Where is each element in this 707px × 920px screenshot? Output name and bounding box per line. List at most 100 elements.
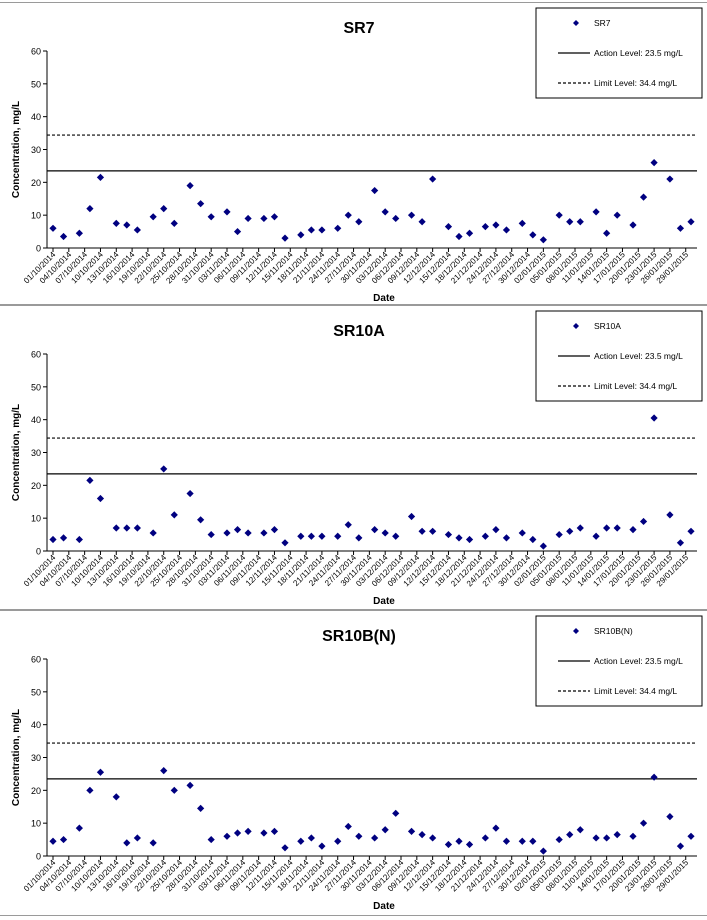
data-point <box>318 532 326 540</box>
data-point <box>86 786 94 794</box>
legend-label-action-level: Action Level: 23.5 mg/L <box>594 351 683 361</box>
data-point <box>75 535 83 544</box>
data-point <box>418 831 426 839</box>
data-point <box>502 534 511 542</box>
data-point <box>687 527 695 535</box>
data-point <box>96 173 105 182</box>
data-point <box>676 224 685 232</box>
data-point <box>481 834 489 842</box>
data-point <box>260 529 268 537</box>
data-point <box>207 835 215 844</box>
data-point <box>307 834 315 842</box>
legend-label-sr10a: SR10A <box>594 321 621 331</box>
data-point <box>444 530 453 539</box>
data-point <box>502 226 511 234</box>
data-point <box>666 511 674 519</box>
data-point <box>392 809 400 817</box>
data-point <box>355 832 363 840</box>
data-point <box>555 835 563 844</box>
data-point <box>281 234 289 242</box>
data-point <box>96 494 105 503</box>
legend-label-action-level: Action Level: 23.5 mg/L <box>594 656 683 666</box>
data-point <box>481 223 489 231</box>
data-point <box>539 847 547 855</box>
chart-panel-sr10a: SR10A 0 10 20 30 40 50 60 Concentration, mg/L 01/… <box>0 305 707 610</box>
data-point <box>318 226 326 234</box>
data-point <box>418 218 426 226</box>
data-point <box>318 842 326 850</box>
data-point <box>492 221 500 229</box>
data-point <box>465 840 474 849</box>
data-point <box>666 813 674 821</box>
data-point <box>133 524 141 532</box>
data-point <box>444 840 453 849</box>
data-point <box>371 526 379 534</box>
legend-label-sr7: SR7 <box>594 18 611 28</box>
data-point <box>334 837 342 845</box>
data-point <box>281 539 289 547</box>
data-point <box>629 221 637 229</box>
data-point <box>307 226 315 234</box>
data-point <box>576 218 584 226</box>
data-point <box>197 804 205 812</box>
chart-title: SR7 <box>343 20 374 37</box>
data-point <box>429 527 437 535</box>
data-point <box>270 213 279 221</box>
data-point <box>371 186 379 195</box>
data-point <box>334 224 342 232</box>
data-point <box>444 223 453 231</box>
data-point <box>529 837 537 845</box>
data-point <box>639 517 648 526</box>
data-point <box>566 831 574 839</box>
data-point <box>170 219 178 227</box>
y-tick-label: 50 <box>31 79 41 89</box>
data-point <box>639 193 648 201</box>
y-tick-label: 50 <box>31 687 41 697</box>
data-point <box>629 832 637 840</box>
y-tick-label: 0 <box>36 852 41 862</box>
data-point <box>233 227 242 236</box>
legend-marker <box>573 628 579 634</box>
data-point <box>539 236 547 244</box>
data-point <box>49 837 57 845</box>
data-point <box>170 786 178 794</box>
data-point <box>650 159 658 167</box>
data-point <box>281 844 289 852</box>
data-point <box>170 511 178 519</box>
y-tick-label: 40 <box>31 415 41 425</box>
y-tick-label: 0 <box>36 547 41 557</box>
data-point <box>307 532 315 540</box>
data-point <box>592 532 600 540</box>
data-point <box>260 829 268 837</box>
data-point <box>566 218 574 226</box>
data-point <box>123 221 131 229</box>
data-point <box>207 213 215 221</box>
data-point <box>613 524 621 532</box>
legend-marker <box>573 20 579 26</box>
data-point <box>676 539 685 547</box>
data-point <box>355 218 363 226</box>
legend-label-limit-level: Limit Level: 34.4 mg/L <box>594 381 677 391</box>
data-point <box>160 205 168 213</box>
data-point <box>650 414 658 422</box>
y-tick-label: 30 <box>31 448 41 458</box>
data-point <box>592 208 600 216</box>
data-point <box>149 213 157 221</box>
data-point <box>75 824 83 832</box>
data-point <box>244 827 252 835</box>
data-point <box>603 834 611 842</box>
data-point <box>592 834 600 842</box>
y-tick-label: 20 <box>31 481 41 491</box>
data-point <box>666 175 674 183</box>
data-point <box>49 535 57 544</box>
data-point <box>576 524 584 532</box>
data-point <box>371 834 379 842</box>
data-point <box>344 521 352 529</box>
x-axis-title: Date <box>373 901 395 912</box>
data-point <box>186 489 194 498</box>
data-point <box>197 200 205 208</box>
data-point <box>529 231 537 239</box>
